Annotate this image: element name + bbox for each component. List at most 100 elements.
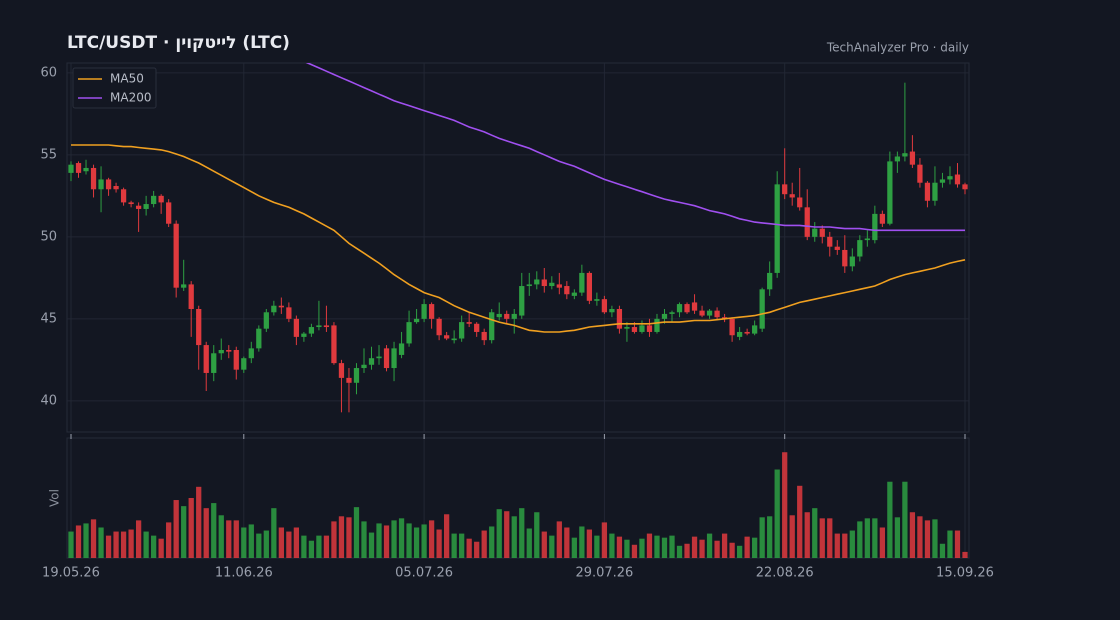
volume-bar [721, 533, 728, 558]
volume-bar [759, 517, 765, 558]
chart-title: LTC/USDT · לייטקוין (LTC) [67, 33, 290, 53]
volume-bar [654, 535, 660, 558]
y-tick-label: 45 [40, 311, 57, 326]
volume-bar [909, 512, 916, 558]
volume-bar [113, 531, 119, 558]
legend-label: MA200 [110, 91, 151, 105]
candle-body [842, 249, 848, 267]
candle-body [421, 304, 427, 319]
volume-bar [699, 539, 705, 558]
volume-bar [624, 539, 630, 558]
volume-bar [594, 535, 600, 558]
volume-bar [519, 508, 525, 558]
volume-bar [556, 521, 562, 558]
volume-bar [474, 541, 480, 558]
volume-bar [661, 537, 668, 558]
volume-bar [436, 529, 442, 558]
candle-body [211, 353, 217, 373]
volume-bar [857, 521, 863, 558]
candle-body [962, 184, 968, 190]
candle-body [323, 325, 330, 328]
volume-bar [616, 536, 623, 558]
y-tick-label: 50 [40, 229, 57, 244]
candle-body [631, 327, 638, 332]
volume-bar [564, 527, 570, 558]
volume-bar [98, 527, 104, 558]
candle-body [902, 153, 908, 157]
candle-body [616, 309, 623, 329]
candle-body [519, 286, 525, 316]
candle-body [226, 350, 232, 352]
volume-bar [684, 543, 690, 558]
volume-bar [789, 515, 795, 558]
volume-bar [421, 524, 427, 558]
volume-bar [729, 542, 735, 558]
volume-bar [68, 531, 74, 558]
ma-line [71, 144, 966, 333]
volume-bar [226, 520, 232, 558]
candle-body [83, 167, 89, 172]
candle-body [436, 318, 442, 336]
candle-body [684, 304, 690, 313]
volume-bar [406, 523, 412, 558]
candle-body [534, 279, 540, 285]
candle-body [293, 318, 300, 337]
price-pane [66, 62, 970, 433]
candle-body [188, 284, 194, 309]
y-tick-label: 40 [40, 393, 57, 408]
candle-body [151, 195, 157, 205]
candle-body [368, 358, 375, 365]
candle-body [857, 240, 863, 257]
volume-bar [586, 529, 592, 558]
candle-body [308, 327, 315, 334]
candle-body [759, 289, 765, 329]
volume-bar [691, 536, 698, 558]
candle-body [752, 325, 758, 334]
candle-body [166, 202, 172, 224]
candle-body [143, 204, 149, 209]
volume-bar [511, 516, 517, 558]
candle-body [579, 272, 585, 293]
volume-bar [151, 535, 157, 558]
volume-bar [338, 516, 345, 558]
candle-body [586, 272, 592, 301]
volume-bar [736, 545, 743, 558]
candle-body [391, 348, 397, 369]
volume-bar [301, 535, 307, 558]
volume-bar [398, 518, 405, 558]
candle-body [120, 189, 127, 203]
candle-body [196, 309, 202, 346]
candle-body [331, 325, 337, 364]
candle-body [338, 363, 345, 378]
candle-body [774, 184, 780, 273]
volume-bar [218, 515, 224, 558]
candle-body [661, 313, 668, 319]
volume-bar [714, 540, 720, 558]
candle-body [346, 377, 352, 383]
candle-body [90, 167, 97, 190]
candle-body [263, 312, 269, 329]
volume-bar [706, 533, 713, 558]
volume-bar [135, 520, 142, 558]
candle-body [646, 325, 653, 332]
volume-bar [278, 527, 284, 558]
volume-bar [834, 533, 840, 558]
volume-bar [203, 508, 209, 558]
volume-bar [819, 518, 825, 558]
candle-body [887, 161, 893, 224]
candle-body [834, 246, 840, 250]
candle-body [909, 151, 916, 165]
volume-bar [879, 527, 885, 558]
volume-bar [75, 525, 82, 558]
volume-bar [211, 503, 217, 558]
volume-bar [196, 486, 202, 558]
volume-bar [166, 522, 172, 558]
candle-body [286, 307, 292, 319]
volume-bar [316, 535, 322, 558]
candle-body [496, 313, 502, 318]
candle-body [105, 179, 112, 190]
volume-bar [676, 545, 683, 558]
volume-bar [549, 535, 555, 558]
volume-bar [744, 536, 750, 558]
volume-bar [83, 523, 89, 558]
